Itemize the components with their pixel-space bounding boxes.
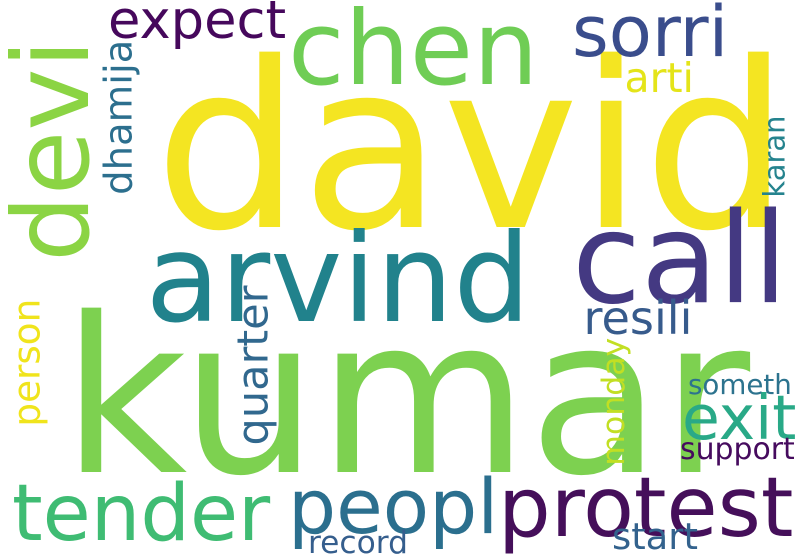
word-arvind: arvind [145, 207, 531, 350]
word-person: person [4, 298, 49, 427]
word-start: start [612, 514, 698, 558]
word-protest: protest [498, 458, 794, 556]
word-call: call [572, 185, 788, 332]
word-expect: expect [108, 0, 287, 51]
word-support: support [680, 432, 795, 467]
word-someth: someth [688, 368, 792, 401]
word-chen: chen [288, 0, 539, 109]
word-devi: devi [0, 38, 113, 262]
word-david: david [154, 13, 790, 282]
word-dhamija: dhamija [95, 39, 141, 195]
word-peopl: peopl [288, 463, 499, 551]
word-monday: monday [596, 337, 633, 466]
word-resili: resili [583, 291, 693, 345]
word-exit: exit [682, 382, 797, 454]
word-kumar: kumar [62, 271, 751, 524]
word-tender: tender [12, 468, 271, 559]
word-sorri: sorri [572, 0, 729, 73]
word-quarter: quarter [228, 285, 279, 446]
word-karan: karan [757, 114, 792, 198]
word-record: record [308, 524, 408, 560]
word-arti: arti [624, 53, 694, 102]
